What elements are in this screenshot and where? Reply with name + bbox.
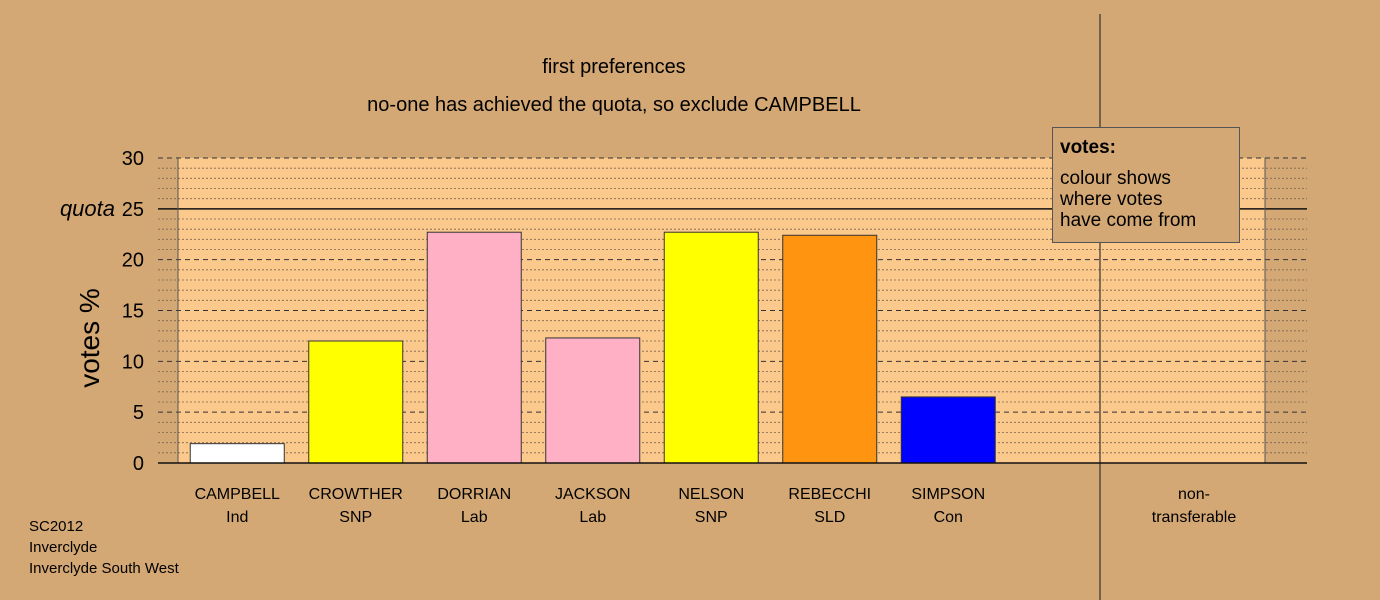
- category-party-label: SNP: [695, 509, 728, 526]
- category-party-label: SLD: [814, 509, 845, 526]
- y-tick-label: 20: [122, 250, 144, 272]
- y-axis-label: votes %: [74, 288, 105, 388]
- category-party-label: Lab: [461, 509, 488, 526]
- bar: [308, 340, 404, 464]
- chart-subtitle: no-one has achieved the quota, so exclud…: [367, 94, 861, 116]
- legend-line: colour shows: [1060, 168, 1171, 189]
- category-name-label: CAMPBELL: [195, 486, 280, 503]
- category-name-label: SIMPSON: [911, 486, 985, 503]
- y-tick-label: 10: [122, 351, 144, 373]
- bar: [545, 337, 641, 464]
- category-name-label: NELSON: [678, 486, 744, 503]
- category-name-label: JACKSON: [555, 486, 631, 503]
- y-tick-labels: 0 5 10 15 20 25 30: [122, 148, 144, 475]
- legend: votes: colour shows where votes have com…: [1052, 127, 1240, 243]
- category-name-label: DORRIAN: [437, 486, 511, 503]
- legend-line: have come from: [1060, 210, 1197, 231]
- category-party-label: Ind: [226, 509, 248, 526]
- category-party-label: transferable: [1152, 509, 1237, 526]
- bar: [426, 231, 522, 464]
- y-tick-label: 30: [122, 148, 144, 170]
- category-party-label: Lab: [579, 509, 606, 526]
- bar: [189, 443, 285, 464]
- footer-line: Inverclyde: [29, 539, 98, 556]
- category-party-label: SNP: [339, 509, 372, 526]
- legend-line: where votes: [1060, 189, 1163, 210]
- category-party-label: Con: [934, 509, 963, 526]
- category-name-label: CROWTHER: [309, 486, 403, 503]
- legend-title: votes:: [1060, 137, 1116, 158]
- footer-line: SC2012: [29, 518, 84, 535]
- y-tick-label: 5: [133, 402, 144, 424]
- category-name-label: REBECCHI: [788, 486, 871, 503]
- y-tick-label: 0: [133, 453, 144, 475]
- bar: [900, 396, 996, 464]
- bar: [663, 231, 759, 464]
- category-name-label: non-: [1178, 486, 1210, 503]
- bars: [189, 231, 996, 464]
- quota-label: quota: [60, 196, 115, 221]
- footer-info: SC2012 Inverclyde Inverclyde South West: [29, 516, 179, 579]
- x-tick-labels: CAMPBELL Ind CROWTHER SNP DORRIAN Lab JACKSON L…: [195, 486, 1237, 526]
- bar: [782, 234, 878, 464]
- y-tick-label: 25: [122, 199, 144, 221]
- chart-title: first preferences: [542, 56, 685, 78]
- y-tick-label: 15: [122, 301, 144, 323]
- footer-line: Inverclyde South West: [29, 560, 179, 577]
